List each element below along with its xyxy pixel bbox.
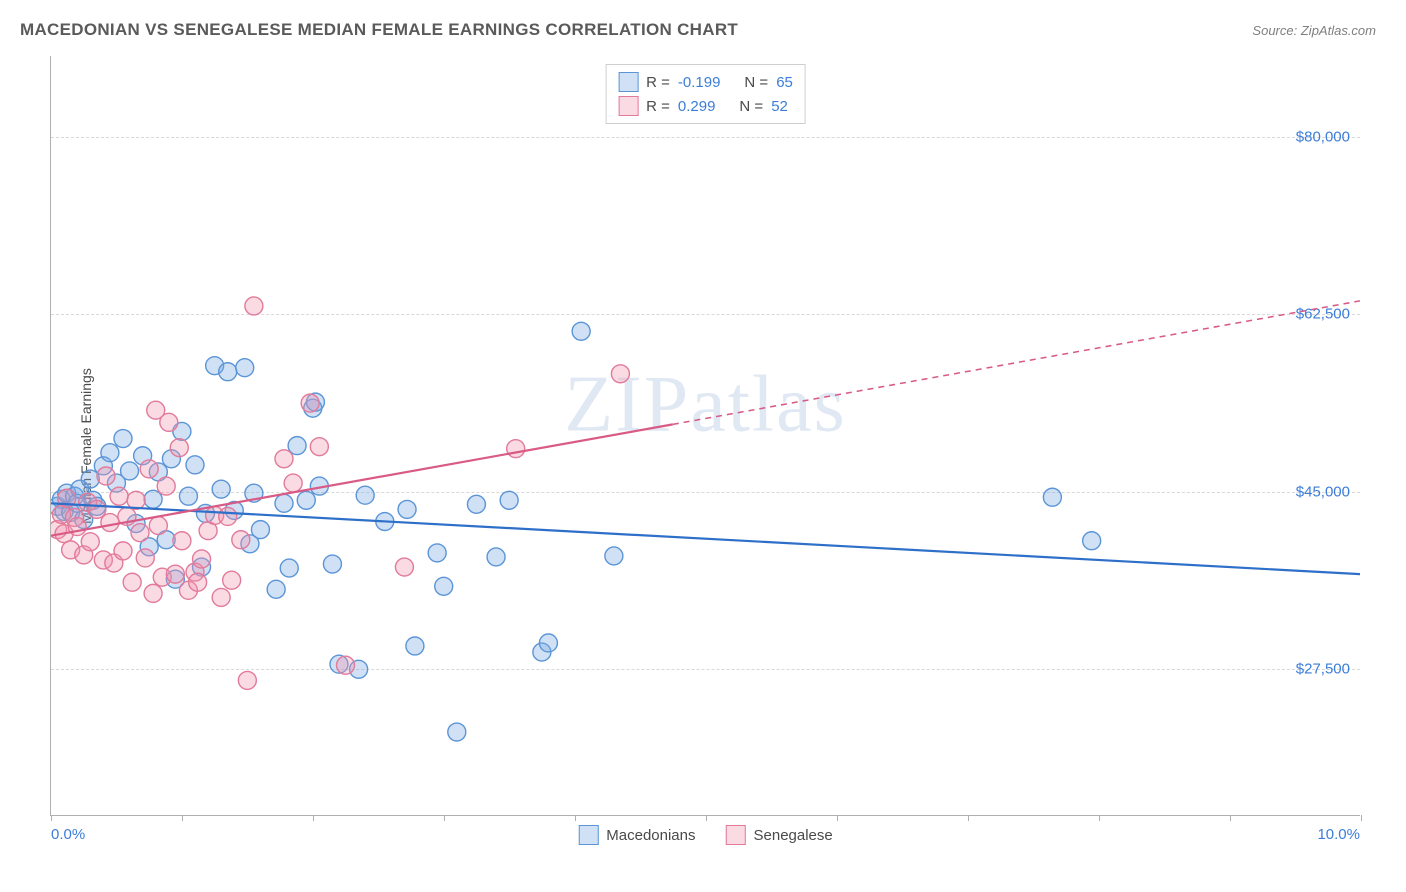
x-tick <box>1230 815 1231 821</box>
source-label: Source: ZipAtlas.com <box>1252 23 1376 38</box>
x-tick <box>575 815 576 821</box>
x-tick <box>1361 815 1362 821</box>
legend-item-senegalese: Senegalese <box>726 825 833 845</box>
scatter-plot-svg <box>51 56 1360 815</box>
swatch-macedonians-bottom <box>578 825 598 845</box>
chart-plot-area: ZIPatlas R = -0.199 N = 65 R = 0.299 N =… <box>50 56 1360 816</box>
legend-item-macedonians: Macedonians <box>578 825 695 845</box>
x-tick <box>706 815 707 821</box>
chart-header: MACEDONIAN VS SENEGALESE MEDIAN FEMALE E… <box>0 0 1406 50</box>
chart-title: MACEDONIAN VS SENEGALESE MEDIAN FEMALE E… <box>20 20 738 40</box>
r-value-macedonians: -0.199 <box>678 74 721 91</box>
n-value-macedonians: 65 <box>776 74 793 91</box>
x-tick <box>51 815 52 821</box>
r-value-senegalese: 0.299 <box>678 98 716 115</box>
x-tick <box>1099 815 1100 821</box>
x-tick <box>837 815 838 821</box>
x-tick <box>182 815 183 821</box>
x-tick <box>444 815 445 821</box>
x-axis-max-label: 10.0% <box>1317 826 1360 843</box>
n-value-senegalese: 52 <box>771 98 788 115</box>
legend-series-box: Macedonians Senegalese <box>578 825 832 845</box>
swatch-senegalese <box>618 96 638 116</box>
legend-row-senegalese: R = 0.299 N = 52 <box>618 94 793 118</box>
x-axis-min-label: 0.0% <box>51 826 85 843</box>
x-tick <box>313 815 314 821</box>
swatch-macedonians <box>618 72 638 92</box>
legend-correlation-box: R = -0.199 N = 65 R = 0.299 N = 52 <box>605 64 806 124</box>
x-tick <box>968 815 969 821</box>
legend-row-macedonians: R = -0.199 N = 65 <box>618 70 793 94</box>
swatch-senegalese-bottom <box>726 825 746 845</box>
